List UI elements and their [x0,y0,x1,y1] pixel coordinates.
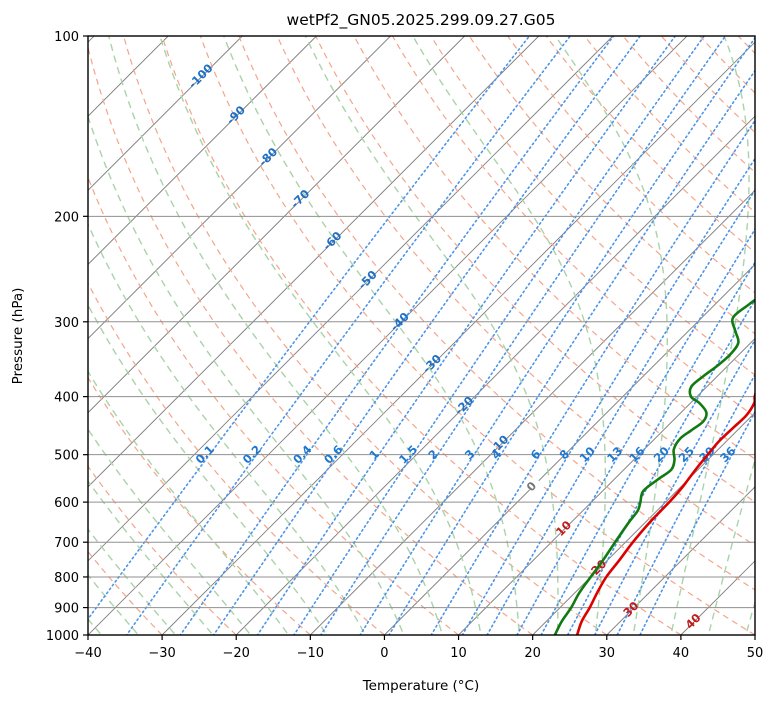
y-tick-label: 600 [54,496,79,511]
mixing-ratio-line [125,36,572,635]
mixing-ratio-line [516,227,755,635]
isotherm [88,36,243,192]
isotherm [532,411,755,635]
mixing-ratio-line [359,36,755,635]
isotherm [384,263,755,635]
dry-adiabat [315,36,755,503]
x-axis-label: Temperature (°C) [362,678,480,694]
dry-adiabat [88,281,385,635]
isotherm [88,36,614,562]
dry-adiabat [391,36,755,418]
isotherm-label-halo [527,478,541,492]
isotherm [235,115,755,635]
isotherm [458,337,755,635]
isotherm [88,36,466,414]
y-tick-label: 200 [54,210,79,225]
mixing-ratio-line [88,36,531,621]
y-tick-label: 300 [54,316,79,331]
mixing-ratio-lines [88,36,755,635]
mixing-ratio-line [639,410,755,635]
mixing-ratio-line [540,260,755,635]
y-tick-label: 800 [54,571,79,586]
sounding-dewpoint-curve [553,298,755,635]
y-tick-label: 400 [54,391,79,406]
isotherm [606,486,755,635]
isotherm [309,189,755,635]
dry-adiabat [238,36,755,591]
dry-adiabat [88,45,534,635]
mixing-ratio-line [319,36,727,635]
y-tick-label: 100 [54,30,79,45]
y-tick-label: 500 [54,449,79,464]
dry-adiabat [507,36,755,294]
isotherm [88,36,540,488]
moist-adiabat [88,114,405,635]
x-tick-label: 40 [673,646,690,661]
dry-adiabat [276,36,755,547]
moist-adiabat [88,303,328,635]
dry-adiabat-lines [88,36,755,635]
mixing-ratio-line [212,36,642,635]
mixing-ratio-line [388,69,755,635]
page-title: wetPf2_GN05.2025.299.09.27.G05 [287,11,556,30]
pressure-gridlines [88,36,755,635]
dry-adiabat [161,36,682,635]
background-grid-layer [88,36,755,635]
moist-adiabat [554,36,668,635]
dry-adiabat [430,36,755,376]
x-tick-label: −30 [148,646,175,661]
mixing-ratio-line [256,36,677,635]
mixing-ratio-line [566,298,755,635]
x-tick-label: 10 [450,646,467,661]
mixing-ratio-line [486,188,755,635]
dry-adiabat [584,36,755,213]
moist-adiabat [670,36,750,635]
moist-adiabat-lines [88,36,755,635]
y-axis-label: Pressure (hPa) [10,288,26,385]
y-tick-label: 700 [54,536,79,551]
x-tick-label: 20 [524,646,541,661]
sounding-curves-layer [553,298,755,635]
dry-adiabat [88,465,237,635]
moist-adiabat [159,36,482,635]
sounding-temperature-curve [575,390,755,635]
isotherm [88,36,391,340]
isotherm-lines [88,36,755,635]
mixing-ratio-line [593,338,755,635]
moist-adiabat [707,457,755,635]
isotherm [161,41,755,635]
x-tick-label: −20 [223,646,250,661]
x-tick-label: −10 [297,646,324,661]
y-tick-label: 900 [54,602,79,617]
axis-layer: −40 −30 −20 −10 0 10 20 30 40 50 100 200 300 400 500 60… [46,30,763,661]
moist-adiabat [304,36,559,635]
plot-frame [87,35,756,636]
mixing-ratio-line [179,36,615,635]
mixing-ratio-line [616,373,755,635]
moist-adiabat [223,36,520,635]
mixing-ratio-line [430,119,755,635]
x-tick-label: 0 [380,646,388,661]
x-tick-label: 50 [747,646,764,661]
mixing-ratio-line [461,157,755,635]
dry-adiabat [199,36,755,635]
x-tick-label: −40 [74,646,101,661]
x-tick-label: 30 [599,646,616,661]
moist-adiabat [108,36,444,635]
isotherm [88,36,317,266]
y-tick-label: 1000 [46,629,79,644]
